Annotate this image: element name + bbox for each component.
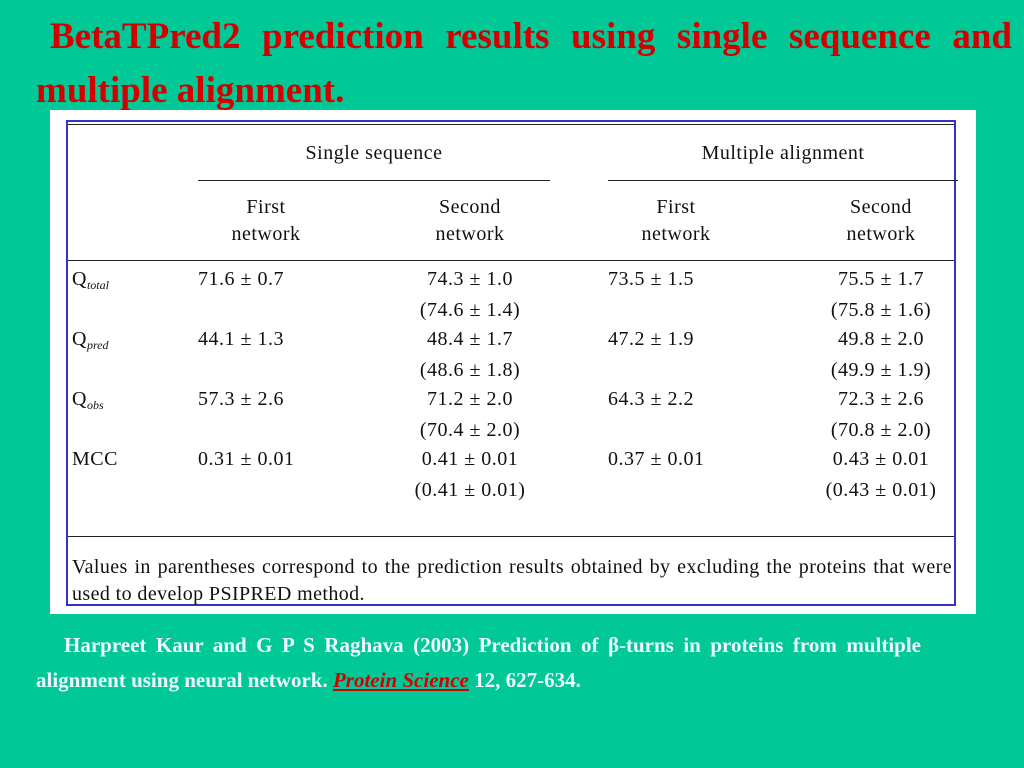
row-label-mcc: MCC [72, 448, 118, 470]
row-label-q-pred: Qpred [72, 328, 109, 352]
cell-value: 0.43 ± 0.01 [832, 448, 930, 470]
table-cell: 44.1 ± 1.3 [198, 328, 284, 350]
table-footnote: Values in parentheses correspond to the … [72, 556, 952, 605]
table-cell: 74.3 ± 1.0 (74.6 ± 1.4) [388, 264, 552, 326]
header-bottom-rule [68, 260, 954, 261]
journal-link[interactable]: Protein Science [332, 668, 469, 692]
table-cell: 0.31 ± 0.01 [198, 448, 295, 470]
col-header-line: network [846, 223, 916, 245]
slide-title: BetaTPred2 prediction results using sing… [36, 16, 1012, 111]
cell-value: 75.5 ± 1.7 [838, 268, 924, 290]
multiple-alignment-rule [608, 180, 958, 181]
table-cell: 0.37 ± 0.01 [608, 448, 705, 470]
group-header-multiple-alignment: Multiple alignment [701, 142, 865, 164]
col-header-line: First [656, 196, 696, 218]
results-table: Single sequence Multiple alignment First… [66, 120, 958, 606]
cell-value-excluded: (0.41 ± 0.01) [414, 479, 526, 501]
cell-value: 0.41 ± 0.01 [421, 448, 519, 470]
table-bottom-rule [68, 536, 954, 537]
table-cell: 0.41 ± 0.01 (0.41 ± 0.01) [388, 444, 552, 506]
table-cell: 49.8 ± 2.0 (49.9 ± 1.9) [802, 324, 960, 386]
cell-value: 71.2 ± 2.0 [427, 388, 513, 410]
table-cell: 48.4 ± 1.7 (48.6 ± 1.8) [388, 324, 552, 386]
cell-value: 49.8 ± 2.0 [838, 328, 924, 350]
cell-value-excluded: (49.9 ± 1.9) [830, 359, 932, 381]
citation-volume-pages: 12, 627-634. [474, 668, 581, 692]
citation-text: Harpreet Kaur and G P S Raghava (2003) P… [36, 633, 921, 692]
cell-value-excluded: (70.4 ± 2.0) [419, 419, 521, 441]
cell-value: 74.3 ± 1.0 [427, 268, 513, 290]
col-header-line: Second [850, 196, 912, 218]
table-cell: 47.2 ± 1.9 [608, 328, 694, 350]
table-cell: 64.3 ± 2.2 [608, 388, 694, 410]
table-cell: 71.6 ± 0.7 [198, 268, 284, 290]
row-label-q-obs: Qobs [72, 388, 104, 412]
row-label-q-total: Qtotal [72, 268, 109, 292]
table-cell: 71.2 ± 2.0 (70.4 ± 2.0) [388, 384, 552, 446]
citation: Harpreet Kaur and G P S Raghava (2003) P… [36, 628, 921, 698]
col-header-multiple-first: First network [608, 194, 744, 248]
col-header-line: network [435, 223, 505, 245]
group-header-single-sequence: Single sequence [305, 142, 443, 164]
col-header-line: network [641, 223, 711, 245]
table-cell: 73.5 ± 1.5 [608, 268, 694, 290]
cell-value: 72.3 ± 2.6 [838, 388, 924, 410]
cell-value-excluded: (70.8 ± 2.0) [830, 419, 932, 441]
col-header-line: network [231, 223, 301, 245]
table-cell: 75.5 ± 1.7 (75.8 ± 1.6) [802, 264, 960, 326]
cell-value: 48.4 ± 1.7 [427, 328, 513, 350]
col-header-single-second: Second network [388, 194, 552, 248]
cell-value-excluded: (0.43 ± 0.01) [825, 479, 937, 501]
table-cell: 72.3 ± 2.6 (70.8 ± 2.0) [802, 384, 960, 446]
col-header-line: First [246, 196, 286, 218]
cell-value-excluded: (75.8 ± 1.6) [830, 299, 932, 321]
single-sequence-rule [198, 180, 550, 181]
col-header-single-first: First network [198, 194, 334, 248]
results-table-image: Single sequence Multiple alignment First… [50, 110, 976, 614]
cell-value-excluded: (74.6 ± 1.4) [419, 299, 521, 321]
col-header-multiple-second: Second network [802, 194, 960, 248]
cell-value-excluded: (48.6 ± 1.8) [419, 359, 521, 381]
table-top-rule [68, 124, 954, 125]
table-cell: 57.3 ± 2.6 [198, 388, 284, 410]
col-header-line: Second [439, 196, 501, 218]
table-cell: 0.43 ± 0.01 (0.43 ± 0.01) [802, 444, 960, 506]
